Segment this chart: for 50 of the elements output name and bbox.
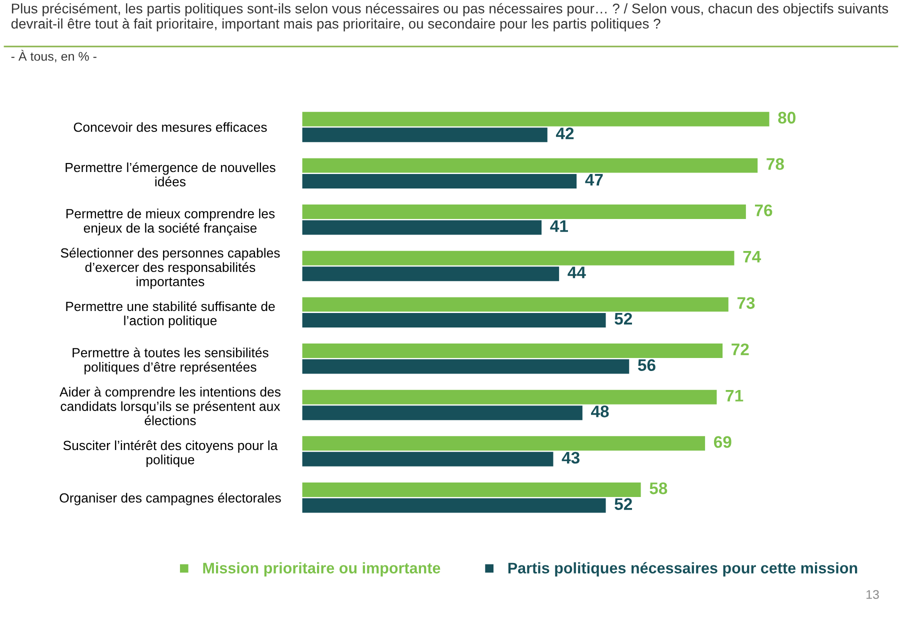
data-label: 71 xyxy=(726,390,744,402)
y-tick-label: Organiser des campagnes électorales xyxy=(60,492,281,506)
y-tick-label: Concevoir des mesures efficaces xyxy=(74,122,267,132)
legend-label: Mission prioritaire ou importante xyxy=(203,562,440,576)
data-label: 80 xyxy=(778,112,796,124)
data-label: 42 xyxy=(556,128,574,140)
y-tick-label: Sélectionner des personnes capables d’exercer des responsabilités importantes xyxy=(60,248,280,289)
bar xyxy=(302,436,706,451)
y-tick-label: Permettre de mieux comprendre les enjeux de la société française xyxy=(66,208,275,236)
data-label: 47 xyxy=(585,174,603,186)
data-label: 78 xyxy=(766,158,784,170)
bar xyxy=(302,344,723,358)
y-tick-label: Aider à comprendre les intentions des candidats lorsqu’ils se présentent aux élections xyxy=(60,386,281,426)
y-tick-label: Permettre l’émergence de nouvelles idées xyxy=(66,162,276,186)
data-label: 52 xyxy=(614,498,632,510)
y-tick-label: Permettre une stabilité suffisante de l’action politique xyxy=(66,301,275,328)
data-label: 76 xyxy=(754,204,772,216)
bar xyxy=(302,204,746,220)
data-label: 58 xyxy=(650,482,668,494)
bar xyxy=(302,266,560,282)
bar xyxy=(302,250,734,266)
data-label: 43 xyxy=(562,452,580,464)
bar xyxy=(302,406,582,420)
y-tick-label: Susciter l’intérêt des citoyens pour la politique xyxy=(63,440,278,467)
text: - À tous, en % - xyxy=(11,50,96,62)
data-label: 56 xyxy=(638,359,656,371)
data-label: 72 xyxy=(732,343,749,356)
data-label: 73 xyxy=(737,297,755,309)
chart-title: Plus précisément, les partis politiques sont-ils selon vous nécessaires ou pas nécessaires pour… ? / Selon vous, chacun des objectifs suivants devrait-il être tout à fait prioritaire, important mais pas prioritaire, ou secondaire pour les partis politiques ? xyxy=(11,3,888,32)
bar xyxy=(302,128,548,142)
data-label: 74 xyxy=(743,250,762,262)
bar xyxy=(302,482,641,498)
data-label: 41 xyxy=(550,220,568,232)
bar xyxy=(302,359,630,374)
legend-label: Partis politiques nécessaires pour cette mission xyxy=(508,562,858,576)
data-label: 48 xyxy=(591,406,609,418)
bar xyxy=(302,390,717,404)
bar xyxy=(302,112,770,126)
data-label: 69 xyxy=(714,436,732,448)
bar xyxy=(302,174,577,188)
bar xyxy=(302,312,606,328)
text: 13 xyxy=(866,590,879,599)
bar xyxy=(302,220,542,235)
y-tick-label: Permettre à toutes les sensibilités politiques d’être représentées xyxy=(72,347,268,374)
bar xyxy=(302,452,554,466)
data-label: 52 xyxy=(614,312,632,325)
bar xyxy=(302,498,606,513)
bar xyxy=(302,158,758,173)
bar xyxy=(302,297,728,312)
data-label: 44 xyxy=(568,266,586,278)
